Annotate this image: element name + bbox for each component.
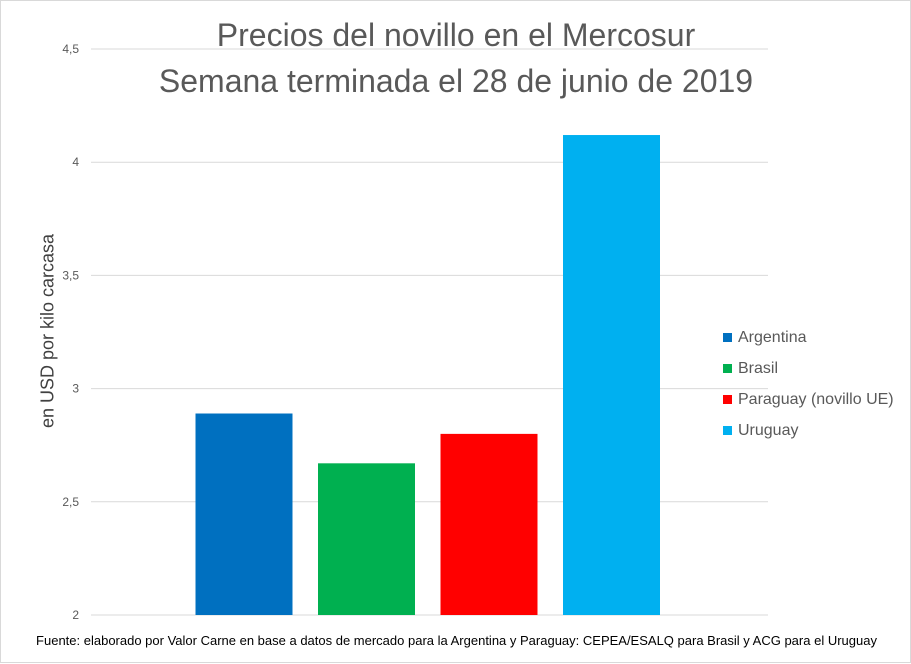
- y-tick-label: 3,5: [62, 268, 79, 282]
- legend-label-brasil: Brasil: [738, 359, 779, 377]
- bar-uruguay: [563, 135, 660, 616]
- y-tick-label: 3: [72, 382, 79, 396]
- bar-argentina: [195, 413, 293, 615]
- y-tick-label: 2: [72, 608, 79, 622]
- y-tick-label: 2,5: [62, 495, 79, 509]
- y-tick-label: 4,5: [62, 42, 79, 56]
- legend-swatch-brasil: [723, 364, 732, 373]
- legend-label-paraguay: Paraguay (novillo UE): [738, 390, 894, 408]
- legend-swatch-argentina: [723, 333, 732, 342]
- legend-swatch-uruguay: [723, 426, 732, 435]
- legend-item-argentina: Argentina: [723, 326, 894, 349]
- legend-item-uruguay: Uruguay: [723, 419, 894, 442]
- legend-item-paraguay: Paraguay (novillo UE): [723, 388, 894, 411]
- source-note: Fuente: elaborado por Valor Carne en bas…: [36, 633, 877, 648]
- bar-paraguay: [440, 433, 538, 615]
- legend: Argentina Brasil Paraguay (novillo UE) U…: [723, 326, 894, 450]
- legend-label-uruguay: Uruguay: [738, 421, 799, 439]
- legend-swatch-paraguay: [723, 395, 732, 404]
- legend-item-brasil: Brasil: [723, 357, 894, 380]
- chart-title-line-1: Precios del novillo en el Mercosur: [216, 17, 696, 53]
- bar-brasil: [318, 463, 415, 615]
- legend-label-argentina: Argentina: [738, 328, 807, 346]
- chart-title-line-2: Semana terminada el 28 de junio de 2019: [158, 63, 754, 99]
- y-tick-label: 4: [72, 155, 79, 169]
